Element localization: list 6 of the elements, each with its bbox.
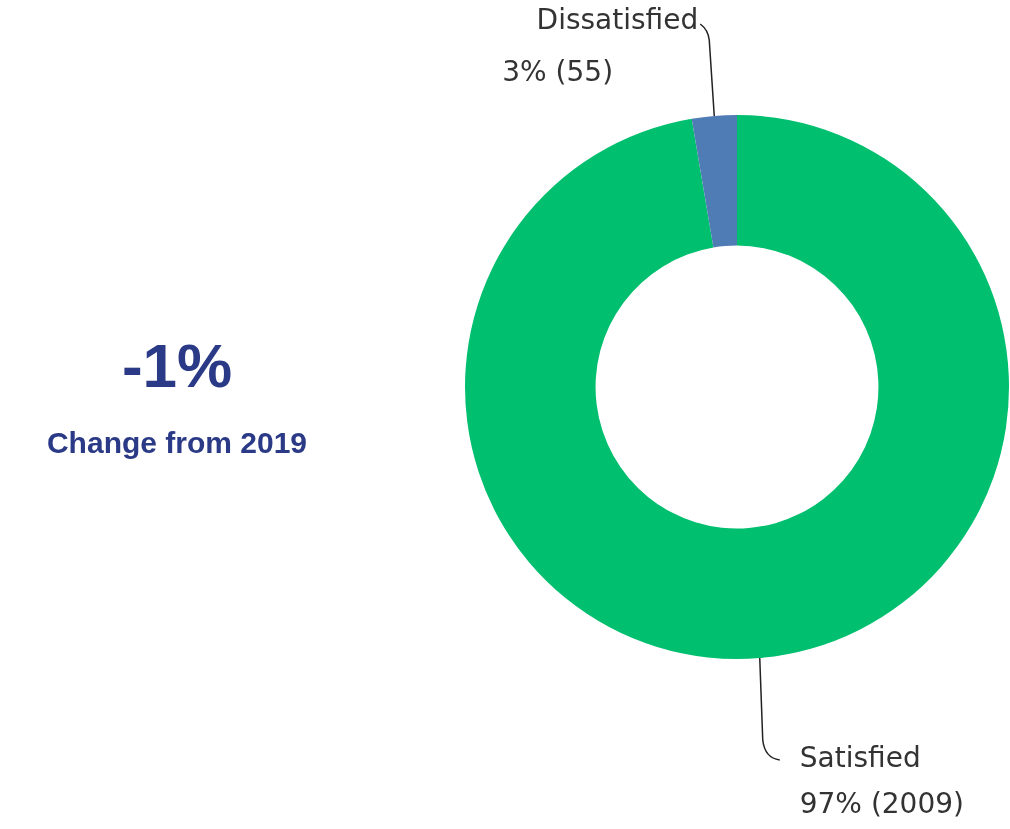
text: Change from 2019 (46, 426, 308, 460)
slice-label: Dissatisfied (536, 3, 699, 37)
slice-label: Satisfied (799, 741, 921, 775)
text: -1% (121, 331, 233, 401)
data-label: 97% (2009) (799, 787, 964, 821)
data-label: 3% (55) (502, 55, 614, 89)
